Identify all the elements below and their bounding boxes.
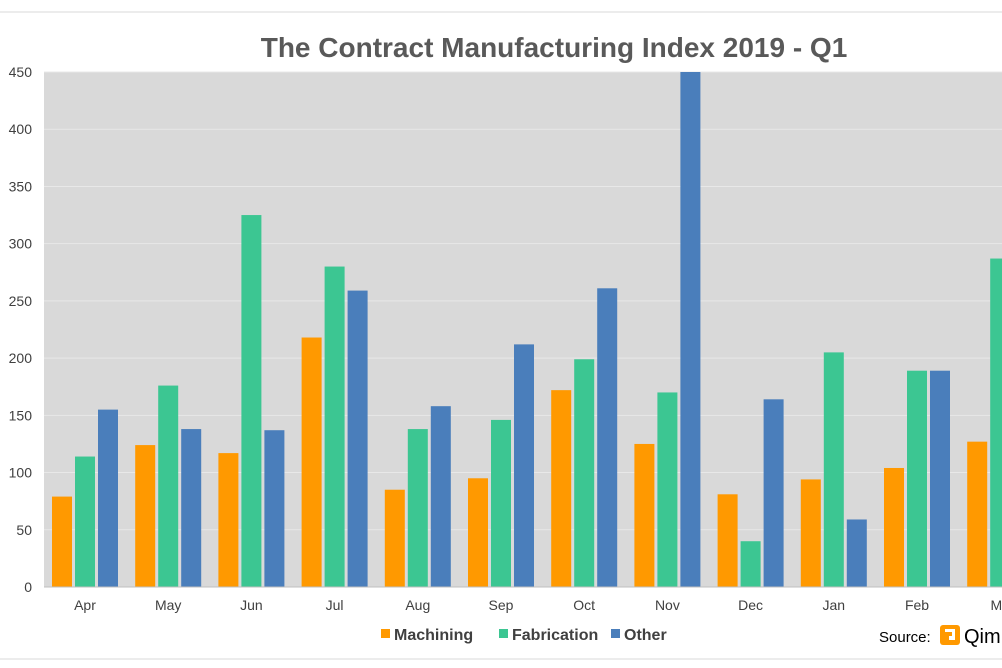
legend-swatch-fabrication <box>499 629 508 638</box>
bar-other <box>98 409 118 587</box>
bar-other <box>347 290 368 587</box>
x-tick-label: Nov <box>655 597 680 613</box>
bar-fabrication <box>158 385 179 587</box>
x-tick-label: Jan <box>823 597 846 613</box>
y-tick-label: 100 <box>9 465 33 481</box>
y-tick-label: 200 <box>9 350 33 366</box>
bar-other <box>846 519 867 587</box>
bar-machining <box>634 443 655 587</box>
legend: Machining Fabrication Other <box>381 627 667 644</box>
bar-fabrication <box>407 429 428 587</box>
x-tick-label: May <box>155 597 181 613</box>
x-tick-label: Jun <box>240 597 263 613</box>
bar-other <box>181 429 202 587</box>
bar-fabrication <box>657 392 678 587</box>
bar-other <box>597 288 618 587</box>
bar-machining <box>301 337 322 587</box>
source-logo-text: Qim <box>964 626 1001 648</box>
qimtek-logo-mark-icon <box>945 629 955 640</box>
x-tick-label: Oct <box>573 597 595 613</box>
x-tick-label: Aug <box>405 597 430 613</box>
y-tick-label: 250 <box>9 293 33 309</box>
y-tick-label: 350 <box>9 178 33 194</box>
bar-fabrication <box>241 215 262 588</box>
legend-swatch-machining <box>381 629 390 638</box>
y-tick-label: 450 <box>9 64 33 80</box>
legend-label-fabrication: Fabrication <box>512 627 598 644</box>
bar-other <box>264 430 285 587</box>
qimtek-logo-icon <box>940 625 960 645</box>
y-tick-label: 400 <box>9 121 33 137</box>
y-tick-label: 50 <box>16 522 32 538</box>
bar-machining <box>218 453 239 587</box>
bar-other <box>430 406 451 587</box>
bar-fabrication <box>823 352 844 587</box>
bar-fabrication <box>740 541 761 587</box>
bar-other <box>680 72 701 587</box>
source-attribution: Source: Qim <box>879 625 1001 648</box>
y-tick-label: 0 <box>24 579 32 595</box>
bar-fabrication <box>491 419 511 587</box>
bar-machining <box>551 390 572 587</box>
x-tick-label: Ma <box>990 597 1002 613</box>
bar-fabrication <box>907 370 927 587</box>
legend-swatch-other <box>611 629 620 638</box>
legend-label-other: Other <box>624 627 667 644</box>
x-tick-label: Dec <box>738 597 763 613</box>
x-tick-label: Apr <box>74 597 96 613</box>
bar-machining <box>52 496 72 587</box>
bar-machining <box>884 467 904 587</box>
x-tick-label: Jul <box>326 597 344 613</box>
bar-machining <box>384 489 405 587</box>
y-tick-label: 150 <box>9 407 33 423</box>
bar-machining <box>468 478 488 587</box>
bar-machining <box>967 441 988 587</box>
x-tick-label: Feb <box>905 597 929 613</box>
bar-fabrication <box>75 456 95 587</box>
source-label: Source: <box>879 629 931 646</box>
plot-area: 0 50 100 150 200 250 300 350 400 450 Apr May Jun Jul A… <box>9 64 1002 613</box>
bar-other <box>763 399 784 587</box>
bar-other <box>514 344 534 587</box>
chart-title: The Contract Manufacturing Index 2019 - … <box>261 32 848 63</box>
y-tick-label: 300 <box>9 236 33 252</box>
x-tick-label: Sep <box>489 597 514 613</box>
bar-machining <box>135 445 156 587</box>
bar-machining <box>800 479 821 587</box>
bar-fabrication <box>574 359 595 587</box>
legend-label-machining: Machining <box>394 627 473 644</box>
bar-machining <box>717 494 738 587</box>
bar-fabrication <box>990 258 1002 587</box>
bar-other <box>930 370 950 587</box>
bar-fabrication <box>324 266 345 587</box>
